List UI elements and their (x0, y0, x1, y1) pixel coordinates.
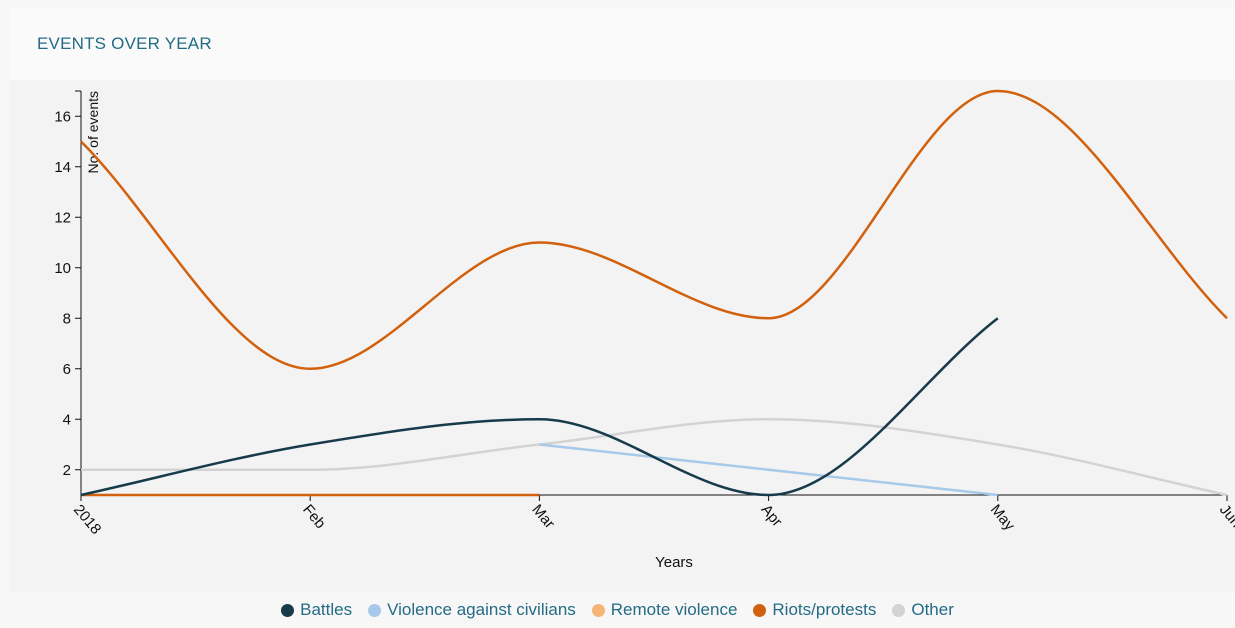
x-tick-label: Feb (299, 501, 329, 532)
y-tick-label: 4 (63, 411, 71, 428)
line-chart: 2 4 6 8 10 12 14 16 2018 Feb Mar Apr May Jun Years No. … (54, 89, 1235, 571)
legend-swatch (368, 603, 382, 617)
legend-swatch (591, 603, 605, 617)
x-tick-label: 2018 (70, 501, 104, 537)
legend-swatch (281, 603, 295, 617)
y-tick-label: 8 (63, 310, 71, 327)
chart-card: EVENTS OVER YEAR (10, 8, 1235, 628)
y-tick-label: 14 (54, 159, 71, 176)
x-axis-label: Years (655, 554, 693, 571)
legend-item-riots-protests[interactable]: Riots/protests (753, 600, 876, 620)
legend-label: Remote violence (610, 600, 738, 619)
plot-area (10, 80, 1235, 592)
legend-item-remote-violence[interactable]: Remote violence (591, 600, 738, 620)
y-tick-label: 10 (54, 260, 71, 277)
x-tick-label: Jun (1216, 501, 1235, 530)
legend-label: Riots/protests (772, 600, 877, 619)
legend-label: Violence against civilians (387, 600, 576, 619)
x-tick-label: Mar (528, 501, 558, 532)
series-line-battles (80, 317, 999, 497)
y-tick-label: 2 (63, 462, 71, 479)
legend-label: Other (911, 600, 954, 619)
y-tick-label: 12 (54, 209, 71, 226)
legend-swatch (892, 603, 906, 617)
legend-item-violence-against-civilians[interactable]: Violence against civilians (368, 600, 576, 620)
series-line-violence-against-civilians (539, 443, 998, 497)
y-axis-label: No. of events (85, 91, 101, 174)
x-tick-label: May (987, 501, 1019, 534)
legend-swatch (753, 603, 767, 617)
x-tick-label: Apr (758, 501, 786, 530)
legend-label: Battles (300, 600, 353, 619)
chart-title: EVENTS OVER YEAR (37, 34, 212, 53)
chart-legend: Battles Violence against civilians Remote … (0, 592, 1235, 628)
chart-header: EVENTS OVER YEAR (10, 8, 1235, 80)
legend-item-other[interactable]: Other (892, 600, 954, 620)
y-tick-label: 6 (63, 361, 71, 378)
legend-item-battles[interactable]: Battles (281, 600, 352, 620)
series-line-riots-protests (80, 89, 1228, 371)
series-line-other (80, 417, 1228, 497)
y-tick-label: 16 (54, 108, 71, 125)
